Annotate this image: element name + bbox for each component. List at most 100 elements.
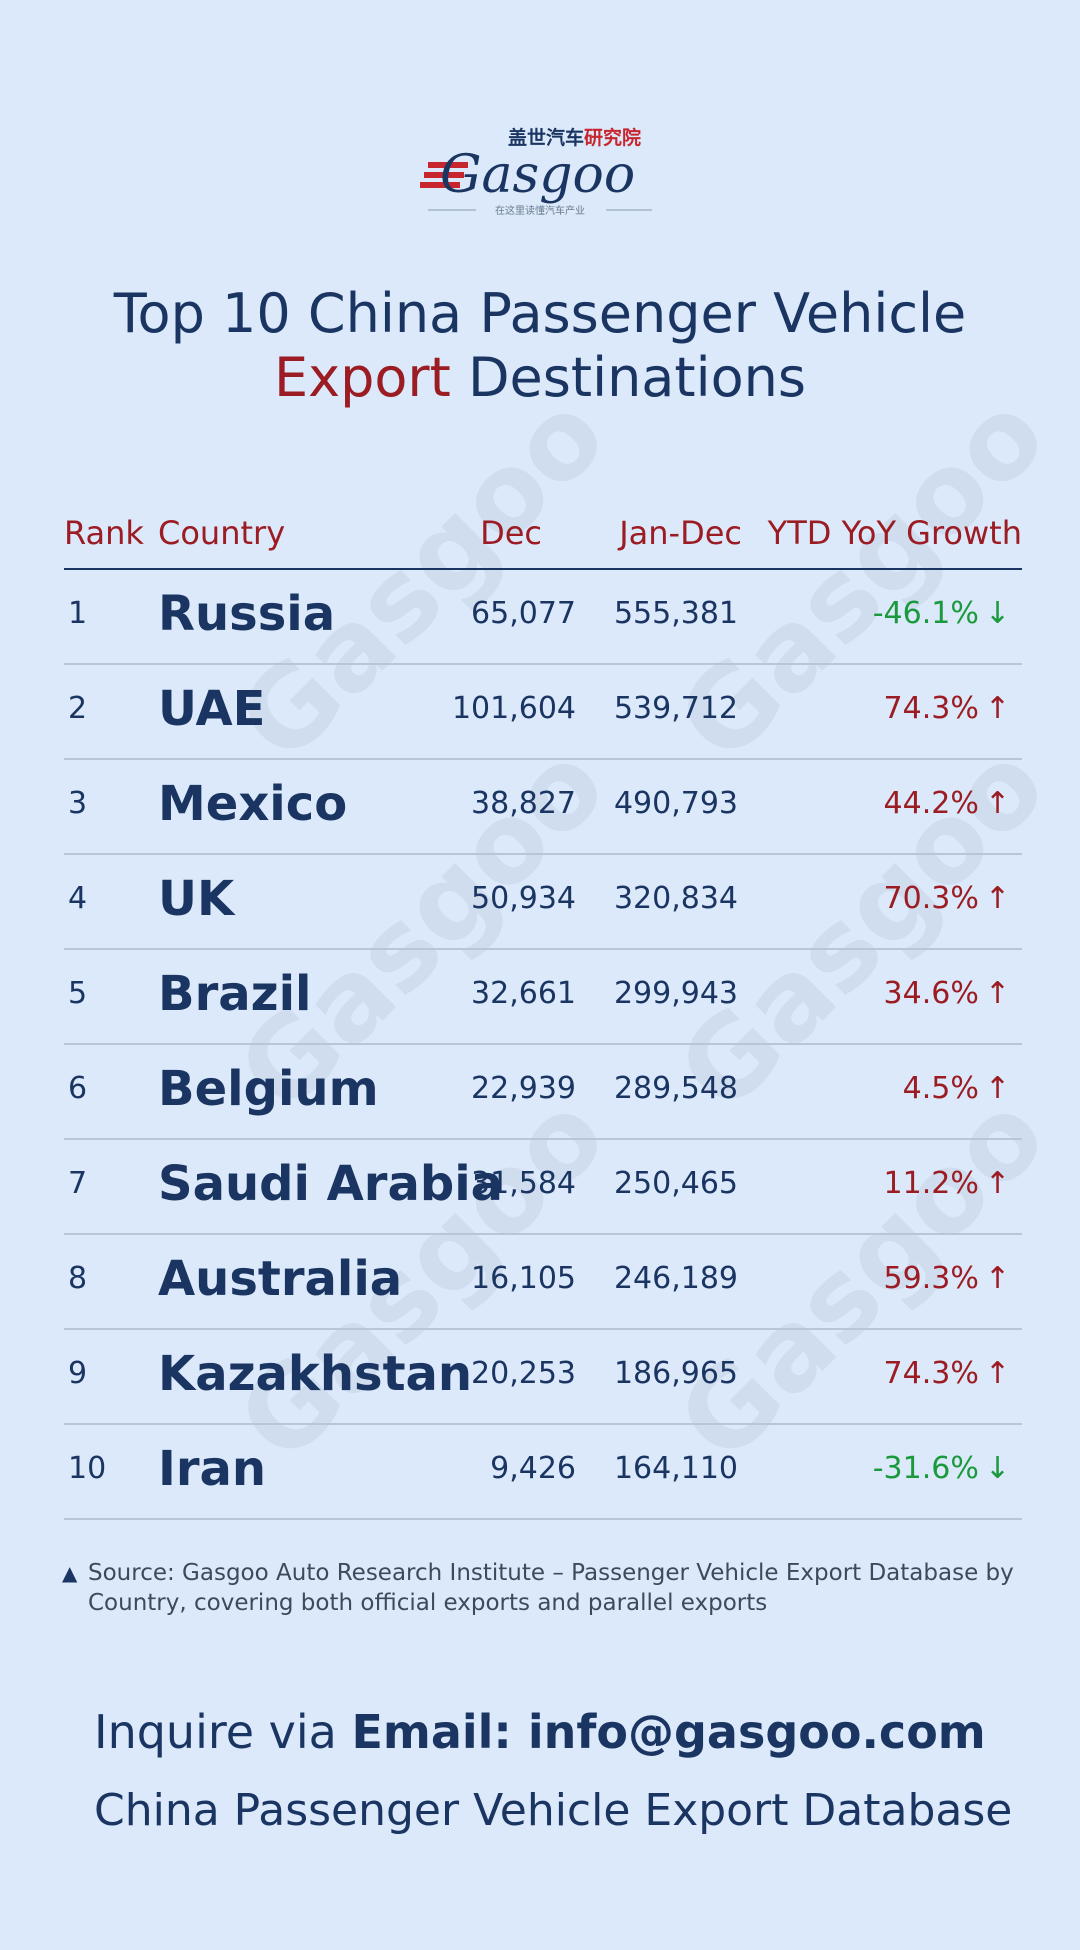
growth-cell: 11.2% ↑ xyxy=(884,1166,1010,1201)
country-cell: UAE xyxy=(158,681,266,737)
jan-dec-cell: 164,110 xyxy=(613,1451,738,1486)
growth-value: 74.3% xyxy=(883,691,979,726)
table-row: 9 Kazakhstan 20,253 186,965 74.3% ↑ xyxy=(64,1330,1022,1425)
country-cell: Australia xyxy=(158,1251,403,1307)
growth-value: 11.2% xyxy=(883,1166,979,1201)
dec-cell: 32,661 xyxy=(471,976,576,1011)
table-row: 8 Australia 16,105 246,189 59.3% ↑ xyxy=(64,1235,1022,1330)
header-rank: Rank xyxy=(64,514,144,552)
rank-cell: 1 xyxy=(68,596,88,631)
jan-dec-cell: 320,834 xyxy=(613,881,738,916)
export-table: Rank Country Dec Jan-Dec YTD YoY Growth … xyxy=(64,500,1022,1520)
logo-cn-blue: 盖世汽车 xyxy=(508,126,584,149)
growth-cell: 74.3% ↑ xyxy=(884,691,1010,726)
email-link[interactable]: Email: info@gasgoo.com xyxy=(351,1705,986,1759)
growth-cell: -46.1% ↓ xyxy=(873,596,1010,631)
title-accent-word: Export xyxy=(274,346,451,409)
growth-cell: 74.3% ↑ xyxy=(884,1356,1010,1391)
dec-cell: 22,939 xyxy=(471,1071,576,1106)
growth-value: 34.6% xyxy=(883,976,979,1011)
jan-dec-cell: 186,965 xyxy=(613,1356,738,1391)
jan-dec-cell: 299,943 xyxy=(613,976,738,1011)
country-cell: Brazil xyxy=(158,966,312,1022)
logo-cn-red: 研究院 xyxy=(584,126,641,149)
title-line-2-rest: Destinations xyxy=(450,346,806,409)
arrow-up-icon: ↑ xyxy=(984,1261,1010,1296)
growth-value: -46.1% xyxy=(872,596,979,631)
country-cell: UK xyxy=(158,871,235,927)
table-row: 7 Saudi Arabia 31,584 250,465 11.2% ↑ xyxy=(64,1140,1022,1235)
jan-dec-cell: 246,189 xyxy=(613,1261,738,1296)
country-cell: Belgium xyxy=(158,1061,379,1117)
country-cell: Saudi Arabia xyxy=(158,1156,504,1212)
jan-dec-cell: 539,712 xyxy=(613,691,738,726)
growth-value: 74.3% xyxy=(883,1356,979,1391)
table-header: Rank Country Dec Jan-Dec YTD YoY Growth xyxy=(64,500,1022,570)
table-row: 10 Iran 9,426 164,110 -31.6% ↓ xyxy=(64,1425,1022,1520)
table-row: 4 UK 50,934 320,834 70.3% ↑ xyxy=(64,855,1022,950)
dec-cell: 65,077 xyxy=(471,596,576,631)
database-name: China Passenger Vehicle Export Database xyxy=(94,1785,1013,1836)
arrow-up-icon: ↑ xyxy=(984,1166,1010,1201)
table-row: 1 Russia 65,077 555,381 -46.1% ↓ xyxy=(64,570,1022,665)
growth-value: 59.3% xyxy=(883,1261,979,1296)
arrow-up-icon: ↑ xyxy=(984,976,1010,1011)
arrow-down-icon: ↓ xyxy=(984,596,1010,631)
growth-cell: 4.5% ↑ xyxy=(903,1071,1010,1106)
growth-cell: 70.3% ↑ xyxy=(884,881,1010,916)
rank-cell: 9 xyxy=(68,1356,88,1391)
rank-cell: 7 xyxy=(68,1166,88,1201)
growth-value: 4.5% xyxy=(902,1071,979,1106)
rank-cell: 6 xyxy=(68,1071,88,1106)
rank-cell: 4 xyxy=(68,881,88,916)
logo-stripe xyxy=(420,182,460,188)
header-country: Country xyxy=(158,514,286,552)
growth-cell: 44.2% ↑ xyxy=(884,786,1010,821)
growth-value: -31.6% xyxy=(872,1451,979,1486)
table-body: 1 Russia 65,077 555,381 -46.1% ↓ 2 UAE 101,604 53… xyxy=(64,570,1022,1520)
dec-cell: 50,934 xyxy=(471,881,576,916)
arrow-up-icon: ↑ xyxy=(984,1356,1010,1391)
logo-stripe xyxy=(428,162,468,168)
country-cell: Mexico xyxy=(158,776,348,832)
country-cell: Russia xyxy=(158,586,336,642)
dec-cell: 31,584 xyxy=(471,1166,576,1201)
jan-dec-cell: 555,381 xyxy=(613,596,738,631)
arrow-up-icon: ↑ xyxy=(984,786,1010,821)
dec-cell: 38,827 xyxy=(471,786,576,821)
table-row: 6 Belgium 22,939 289,548 4.5% ↑ xyxy=(64,1045,1022,1140)
dec-cell: 20,253 xyxy=(471,1356,576,1391)
table-row: 5 Brazil 32,661 299,943 34.6% ↑ xyxy=(64,950,1022,1045)
growth-cell: -31.6% ↓ xyxy=(873,1451,1010,1486)
logo-tagline: 在这里读懂汽车产业 xyxy=(495,204,585,217)
gasgoo-logo: 盖世汽车 研究院 Gasgoo 在这里读懂汽车产业 xyxy=(420,122,660,218)
rank-cell: 5 xyxy=(68,976,88,1011)
source-text: Source: Gasgoo Auto Research Institute –… xyxy=(88,1560,1014,1616)
logo-wordmark: Gasgoo xyxy=(440,145,635,205)
header-growth: YTD YoY Growth xyxy=(767,514,1022,552)
title-line-1: Top 10 China Passenger Vehicle xyxy=(113,282,967,345)
page-title: Top 10 China Passenger Vehicle Export De… xyxy=(0,282,1080,410)
country-cell: Iran xyxy=(158,1441,267,1497)
growth-value: 70.3% xyxy=(883,881,979,916)
rank-cell: 3 xyxy=(68,786,88,821)
arrow-up-icon: ↑ xyxy=(984,881,1010,916)
inquire-prefix: Inquire via xyxy=(94,1705,352,1759)
rank-cell: 10 xyxy=(68,1451,107,1486)
growth-value: 44.2% xyxy=(883,786,979,821)
jan-dec-cell: 250,465 xyxy=(613,1166,738,1201)
title-line-2: Export Destinations xyxy=(0,346,1080,410)
dec-cell: 16,105 xyxy=(471,1261,576,1296)
growth-cell: 34.6% ↑ xyxy=(884,976,1010,1011)
dec-cell: 9,426 xyxy=(490,1451,576,1486)
triangle-icon: ▲ xyxy=(62,1561,78,1585)
growth-cell: 59.3% ↑ xyxy=(884,1261,1010,1296)
jan-dec-cell: 289,548 xyxy=(613,1071,738,1106)
logo-stripe xyxy=(424,172,464,178)
header-jan-dec: Jan-Dec xyxy=(619,514,742,552)
arrow-up-icon: ↑ xyxy=(984,691,1010,726)
table-row: 2 UAE 101,604 539,712 74.3% ↑ xyxy=(64,665,1022,760)
arrow-up-icon: ↑ xyxy=(984,1071,1010,1106)
rank-cell: 2 xyxy=(68,691,88,726)
header-dec: Dec xyxy=(480,514,542,552)
